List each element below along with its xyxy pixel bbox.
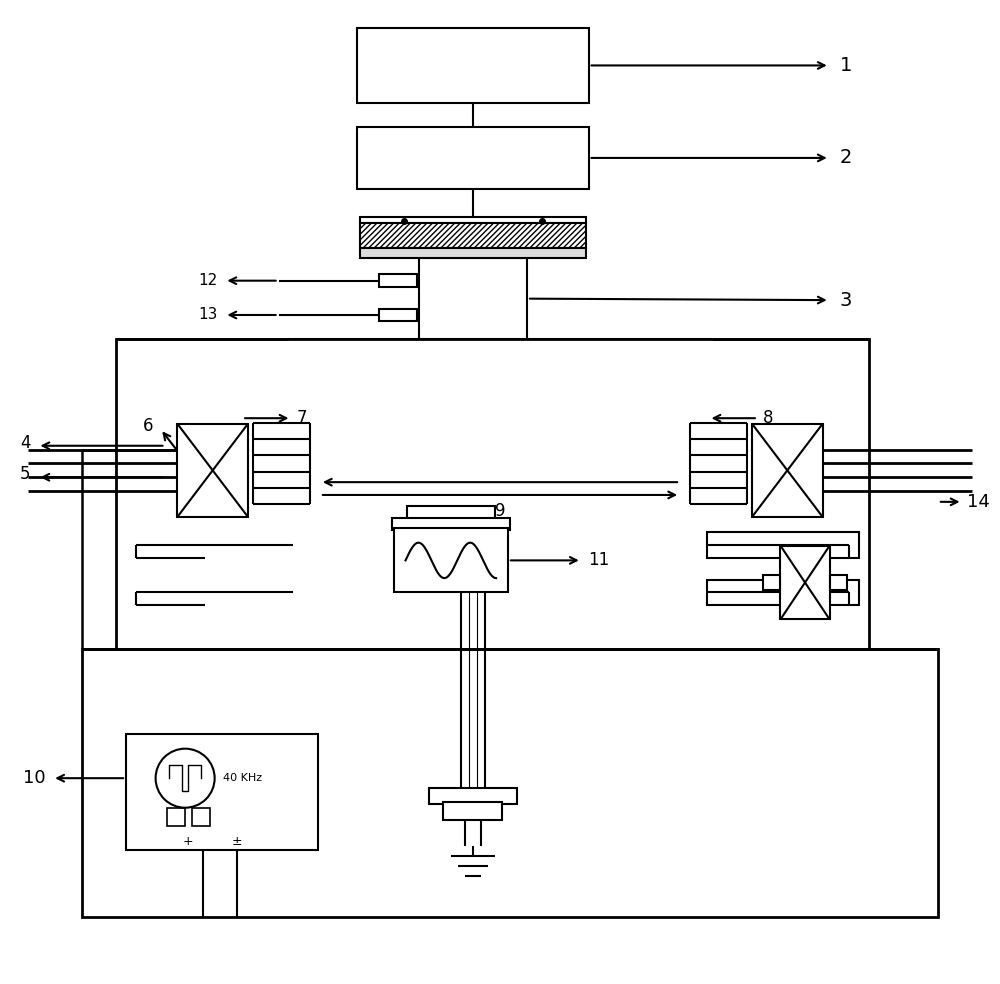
Text: 8: 8 — [763, 409, 773, 427]
Bar — [126, 734, 318, 850]
Text: 6: 6 — [143, 417, 154, 435]
Bar — [392, 518, 510, 530]
Text: 40 KHz: 40 KHz — [223, 773, 262, 783]
Bar — [357, 28, 589, 103]
Bar — [443, 802, 502, 820]
Text: 11: 11 — [589, 551, 610, 570]
Bar — [192, 808, 210, 826]
Bar — [707, 580, 859, 605]
Bar — [830, 575, 847, 590]
Bar — [360, 248, 586, 258]
Bar — [780, 545, 830, 620]
Text: 2: 2 — [839, 149, 852, 167]
Bar — [419, 258, 527, 339]
Bar — [360, 217, 586, 223]
Bar — [82, 649, 938, 917]
Text: 3: 3 — [839, 290, 852, 310]
Text: +: + — [182, 834, 193, 848]
Bar — [167, 808, 185, 826]
Text: 4: 4 — [20, 434, 31, 452]
Text: 9: 9 — [495, 502, 505, 520]
Text: 12: 12 — [198, 274, 218, 288]
Bar — [116, 339, 869, 649]
Text: 13: 13 — [198, 307, 218, 323]
Bar — [360, 223, 586, 248]
Text: 7: 7 — [296, 409, 307, 427]
Bar — [407, 506, 495, 519]
Bar — [429, 788, 517, 804]
Bar — [394, 528, 508, 592]
Text: 10: 10 — [23, 769, 45, 787]
Bar — [357, 127, 589, 189]
Text: ±: ± — [232, 834, 243, 848]
Bar — [752, 423, 823, 517]
Text: 1: 1 — [839, 56, 852, 75]
Text: 14: 14 — [967, 493, 990, 511]
Bar — [379, 309, 417, 322]
Bar — [379, 275, 417, 287]
Text: 5: 5 — [20, 465, 31, 483]
Bar — [177, 423, 248, 517]
Bar — [707, 532, 859, 558]
Bar — [763, 575, 780, 590]
